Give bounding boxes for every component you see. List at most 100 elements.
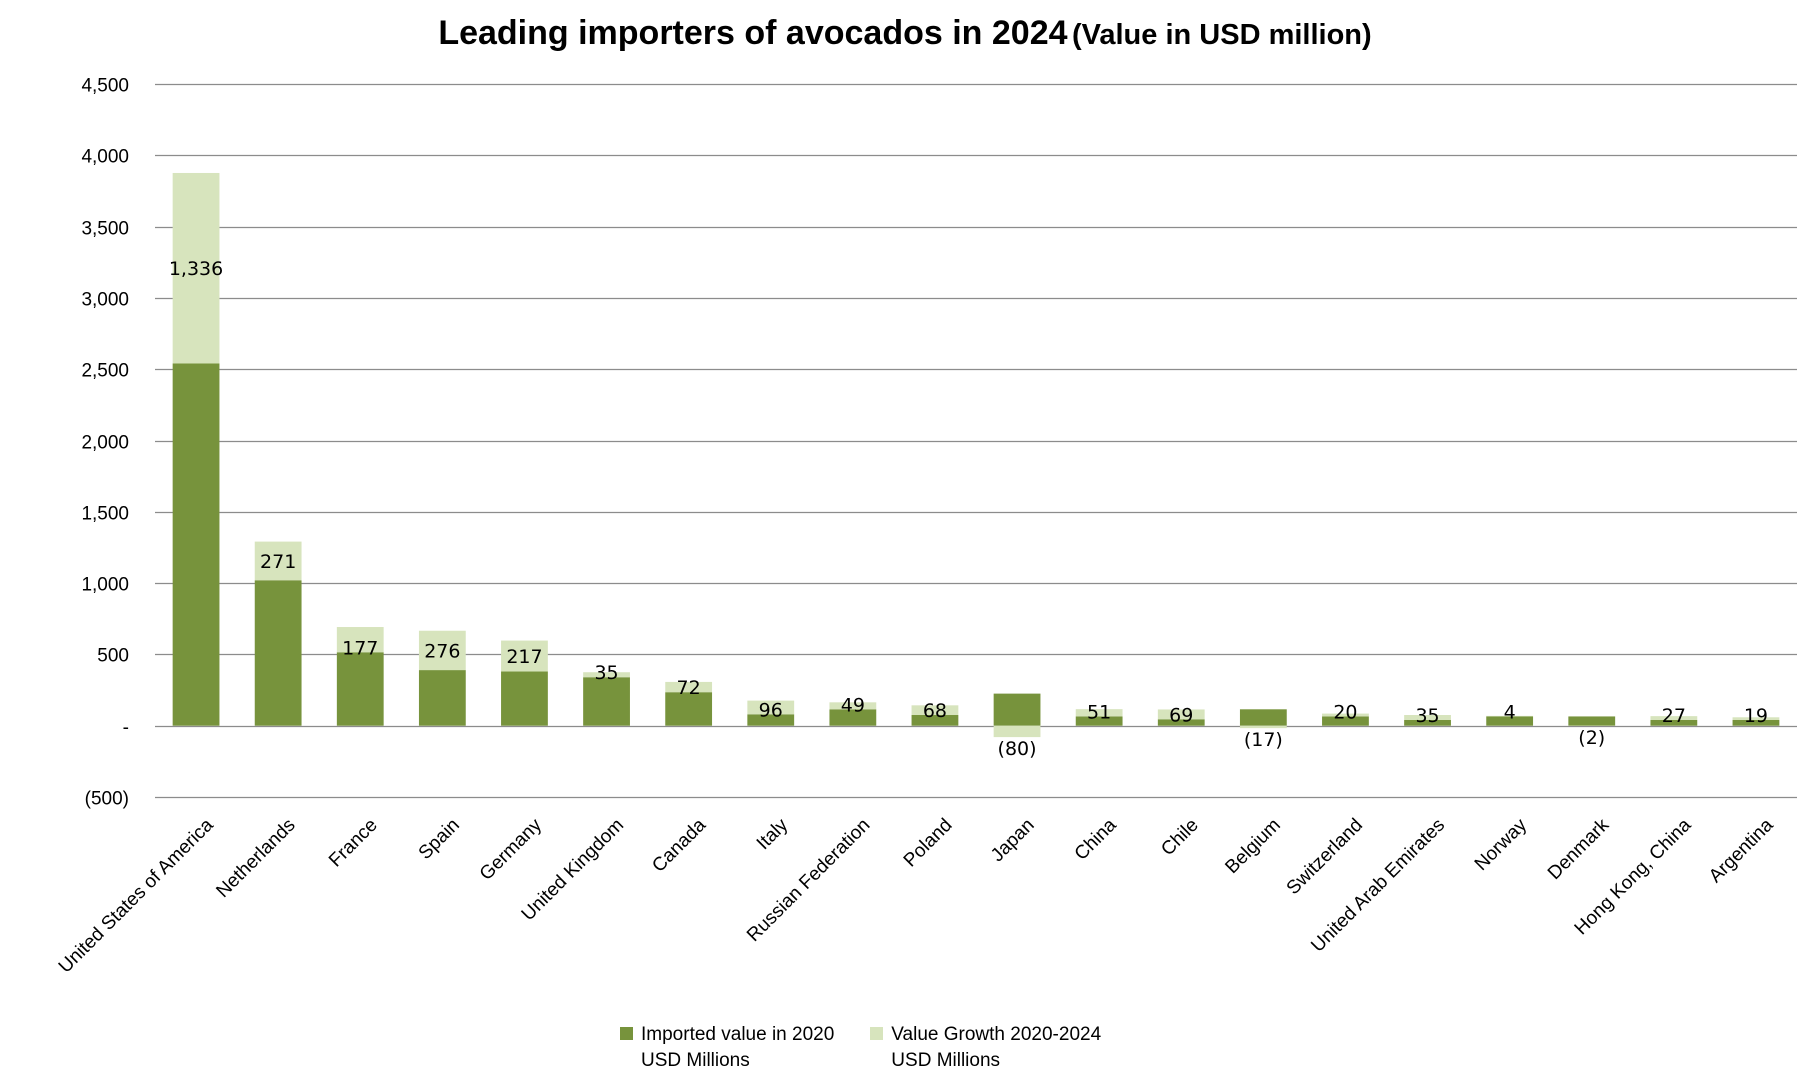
bar-imported-2020 [1650, 719, 1698, 726]
data-label: 4 [1504, 701, 1516, 723]
legend-label-line: Value Growth 2020-2024 [891, 1024, 1102, 1045]
data-label: 96 [759, 699, 783, 721]
bar-value-growth [254, 541, 302, 581]
x-category-label: Poland [900, 815, 957, 872]
x-category-label: Japan [987, 815, 1038, 866]
bar-imported-2020 [993, 693, 1041, 726]
data-label: 35 [594, 662, 618, 684]
bar-imported-2020 [747, 714, 795, 726]
data-label: 69 [1169, 704, 1193, 726]
data-label: 35 [1415, 705, 1439, 727]
legend-label-line: USD Millions [641, 1050, 750, 1071]
x-category-label: United Arab Emirates [1307, 815, 1449, 957]
bar-value-growth [501, 640, 548, 672]
bar-imported-2020 [1239, 709, 1287, 726]
data-label: 27 [1662, 705, 1686, 727]
bar-imported-2020 [829, 709, 877, 726]
y-tick-label: 2,000 [81, 433, 129, 454]
bar-value-growth [911, 705, 959, 716]
y-tick-label: 4,000 [81, 147, 129, 168]
bar-imported-2020 [665, 692, 713, 726]
legend-label-line: USD Millions [891, 1050, 1001, 1071]
y-tick-label: 1,500 [81, 504, 129, 525]
data-label: 1,336 [169, 258, 223, 280]
x-category-label: Switzerland [1283, 815, 1367, 899]
bar-value-growth [172, 172, 220, 364]
bar-imported-2020 [336, 652, 384, 726]
chart-title: Leading importers of avocados in 2024 (V… [0, 14, 1810, 53]
bar-imported-2020 [1486, 716, 1534, 726]
data-label: 276 [424, 640, 460, 662]
data-label: 217 [506, 646, 542, 668]
y-tick-label: 2,500 [81, 361, 129, 382]
data-label: (2) [1578, 727, 1605, 749]
data-label: 68 [923, 700, 947, 722]
y-tick-label: 500 [97, 646, 129, 667]
x-category-label: Netherlands [212, 815, 299, 902]
legend-label-value-growth: Value Growth 2020-2024 USD Millions [891, 1022, 1101, 1074]
bar-value-growth [1157, 709, 1205, 720]
bar-value-growth [1075, 709, 1123, 717]
bar-imported-2020 [1075, 716, 1123, 726]
x-category-label: United States of America [55, 814, 218, 977]
bar-imported-2020 [911, 715, 959, 726]
legend-label-line: Imported value in 2020 [641, 1024, 835, 1045]
bar-imported-2020 [583, 677, 630, 726]
bar-value-growth [993, 725, 1041, 738]
bar-value-growth [418, 630, 466, 671]
data-label: (80) [998, 738, 1037, 760]
data-label: (17) [1244, 729, 1283, 751]
x-category-label: Belgium [1221, 815, 1284, 878]
x-category-label: Germany [476, 814, 546, 884]
data-label: 72 [677, 677, 701, 699]
y-tick-label: 4,500 [81, 76, 129, 97]
y-tick-label: - [123, 718, 129, 739]
chart-title-unit: (Value in USD million) [1071, 19, 1372, 51]
data-label: 49 [841, 694, 865, 716]
legend-item-value-growth: Value Growth 2020-2024 USD Millions [870, 1022, 1101, 1074]
bar-imported-2020 [1568, 716, 1616, 726]
y-tick-label: 3,000 [81, 290, 129, 311]
bar-value-growth [1239, 725, 1287, 729]
bar-value-growth [583, 672, 630, 678]
bar-imported-2020 [1322, 716, 1369, 726]
bar-imported-2020 [1732, 719, 1780, 726]
legend-item-imported-2020: Imported value in 2020 USD Millions [620, 1022, 834, 1074]
x-category-label: Denmark [1544, 814, 1614, 884]
bar-value-growth [747, 700, 795, 715]
bar-imported-2020 [172, 363, 220, 726]
chart-plot: (500) - 500 1,000 1,500 2,000 2,500 3,000 3,500 4… [55, 76, 1797, 977]
x-category-label: Argentina [1705, 814, 1778, 887]
bar-value-growth [1486, 715, 1534, 717]
bar-imported-2020 [501, 671, 548, 726]
y-tick-label: 1,000 [81, 575, 129, 596]
bar-value-growth [829, 702, 877, 710]
bar-value-growth [1732, 717, 1780, 720]
bar-imported-2020 [254, 580, 302, 726]
data-label: 51 [1087, 701, 1111, 723]
data-label: 271 [260, 551, 296, 573]
data-label: 177 [342, 637, 378, 659]
x-category-label: Chile [1157, 815, 1202, 860]
bar-value-growth [665, 681, 713, 693]
legend-label-imported-2020: Imported value in 2020 USD Millions [641, 1022, 834, 1074]
data-label: 19 [1744, 705, 1768, 727]
x-category-label: China [1071, 814, 1121, 864]
y-tick-label: 3,500 [81, 219, 129, 240]
legend-swatch-value-growth [870, 1027, 884, 1040]
chart-legend: Imported value in 2020 USD Millions Valu… [620, 1022, 1101, 1074]
bar-value-growth [1650, 716, 1698, 720]
chart-title-main: Leading importers of avocados in 2024 [438, 14, 1068, 52]
bar-imported-2020 [1404, 719, 1451, 726]
legend-swatch-imported-2020 [620, 1027, 633, 1040]
bar-imported-2020 [418, 670, 466, 726]
bar-value-growth [336, 627, 384, 653]
bar-value-growth [1322, 713, 1369, 717]
bar-imported-2020 [1157, 719, 1205, 726]
x-category-label: Spain [415, 815, 464, 864]
x-category-label: Canada [648, 814, 710, 876]
x-category-label: France [325, 815, 382, 872]
data-label: 20 [1333, 701, 1357, 723]
y-tick-label: (500) [85, 789, 129, 810]
x-category-label: Norway [1471, 814, 1532, 875]
